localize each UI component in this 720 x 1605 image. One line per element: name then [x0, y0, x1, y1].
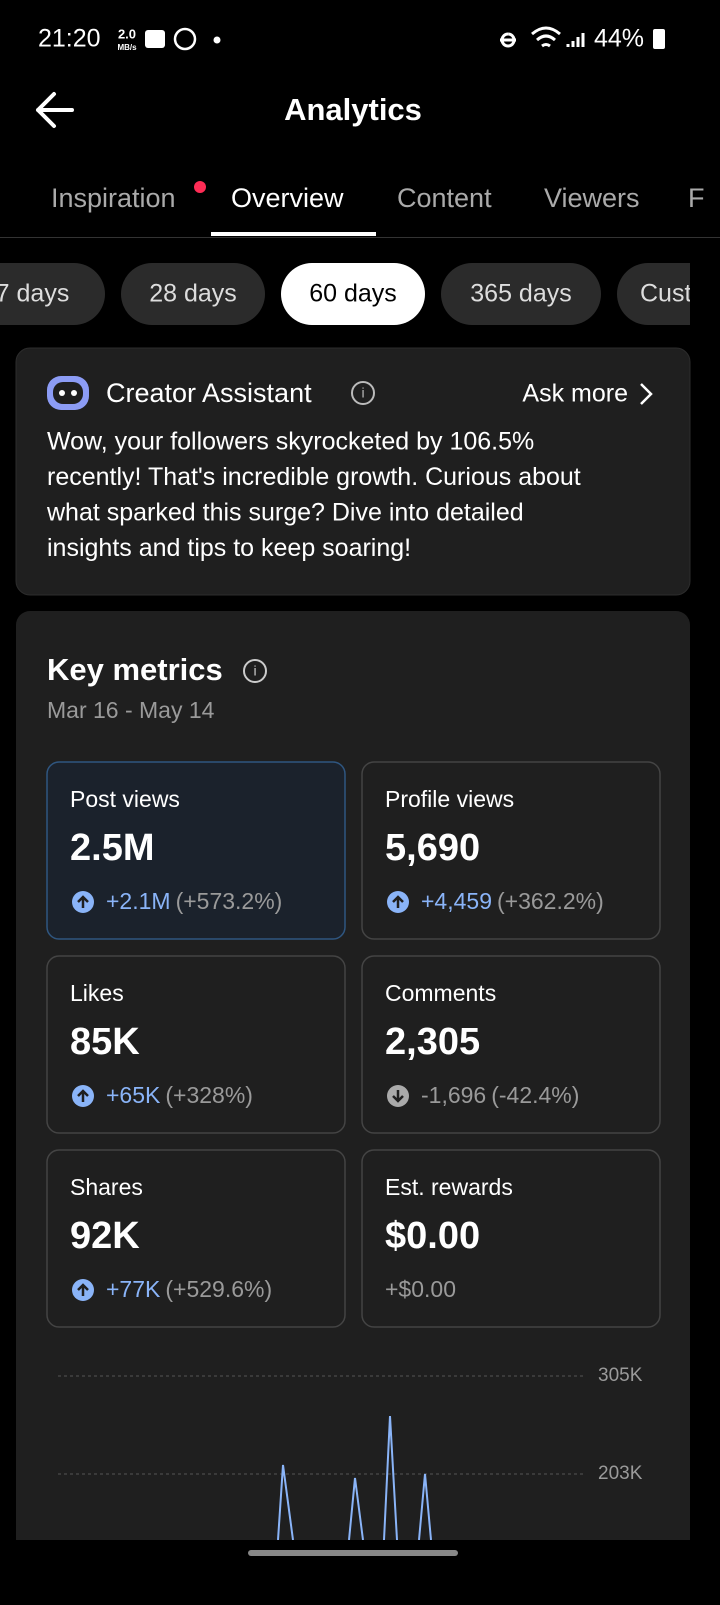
ask-more[interactable]: Ask more	[522, 380, 628, 408]
metric-label: Profile views	[385, 786, 514, 812]
assistant-eye	[59, 390, 65, 396]
metric-value: 85K	[70, 1021, 140, 1063]
metric-change: +65K	[106, 1082, 161, 1108]
metric-card[interactable]	[361, 1149, 661, 1328]
metric-change-pct: (+362.2%)	[497, 888, 604, 914]
y-tick-label: 305K	[598, 1365, 643, 1386]
assistant-card	[15, 347, 691, 596]
signal-icon	[566, 33, 585, 47]
range-pill[interactable]	[121, 263, 265, 325]
tab[interactable]: Viewers	[544, 183, 640, 213]
metric-label: Post views	[70, 786, 180, 812]
range-pill[interactable]	[0, 263, 105, 325]
time: 21:20	[38, 25, 101, 53]
metrics-period: Mar 16 - May 14	[47, 697, 215, 723]
metric-change: +77K	[106, 1276, 161, 1302]
home-indicator[interactable]	[248, 1550, 458, 1556]
assistant-icon-face	[53, 382, 83, 404]
metric-change-pct: (+529.6%)	[165, 1276, 272, 1302]
metric-change: -1,696	[421, 1082, 486, 1108]
range-pill[interactable]	[617, 263, 720, 325]
notification-dot	[194, 181, 206, 193]
assistant-title: Creator Assistant	[106, 378, 312, 408]
chart-spikes	[277, 1415, 432, 1541]
assistant-text: recently! That's incredible growth. Curi…	[47, 463, 581, 491]
page-title: Analytics	[284, 92, 422, 127]
range-pill[interactable]	[281, 263, 425, 325]
trend-arrow	[77, 1089, 89, 1102]
battery-icon	[653, 29, 665, 49]
metric-value: 5,690	[385, 827, 480, 869]
metric-card[interactable]	[46, 955, 346, 1134]
range-label[interactable]: Custom	[640, 280, 720, 308]
metric-label: Likes	[70, 980, 124, 1006]
key-icon	[500, 32, 516, 48]
speed: 2.0	[118, 26, 136, 41]
assistant-eye	[71, 390, 77, 396]
tab-indicator	[211, 232, 376, 236]
metric-change-pct: (-42.4%)	[491, 1082, 579, 1108]
range-pill[interactable]	[441, 263, 601, 325]
nav-bar	[0, 1540, 720, 1600]
whatsapp-icon	[173, 27, 197, 51]
range-label[interactable]: 365 days	[470, 280, 571, 308]
metric-value: 2,305	[385, 1021, 480, 1063]
tab[interactable]: F	[688, 183, 705, 213]
gallery-icon	[145, 30, 165, 48]
back-button[interactable]	[36, 92, 74, 128]
assistant-text: Wow, your followers skyrocketed by 106.5…	[47, 428, 534, 456]
speed-unit: MB/s	[117, 43, 137, 52]
info-glyph: i	[253, 663, 256, 679]
metric-card[interactable]	[361, 955, 661, 1134]
range-label[interactable]: 7 days	[0, 280, 69, 308]
y-tick-label: 203K	[598, 1463, 643, 1484]
metric-card[interactable]	[46, 1149, 346, 1328]
metric-label: Est. rewards	[385, 1174, 513, 1200]
info-icon[interactable]	[243, 659, 267, 683]
metric-card[interactable]	[361, 761, 661, 940]
trend-arrow	[392, 895, 404, 908]
metric-change-pct: (+573.2%)	[176, 888, 283, 914]
metric-value: $0.00	[385, 1215, 480, 1257]
metric-change-pct: (+328%)	[165, 1082, 253, 1108]
tab[interactable]: Inspiration	[51, 183, 176, 213]
divider	[0, 237, 720, 238]
metric-change: +4,459	[421, 888, 492, 914]
metric-label: Shares	[70, 1174, 143, 1200]
tab[interactable]: Content	[397, 183, 492, 213]
tab[interactable]: Overview	[231, 183, 344, 213]
assistant-text: insights and tips to keep soaring!	[47, 534, 411, 562]
metric-card[interactable]	[46, 761, 346, 940]
chevron	[640, 383, 653, 405]
metric-label: Comments	[385, 980, 496, 1006]
range-label[interactable]: 28 days	[149, 280, 237, 308]
info-icon[interactable]	[351, 381, 375, 405]
wifi-icon	[531, 26, 561, 48]
dot-icon	[213, 36, 221, 44]
range-label[interactable]: 60 days	[309, 280, 397, 308]
trend-arrow	[77, 895, 89, 908]
metric-value: 2.5M	[70, 827, 154, 869]
trend-arrow	[392, 1090, 404, 1103]
assistant-text: what sparked this surge? Dive into detai…	[46, 499, 524, 527]
info-glyph: i	[361, 385, 364, 401]
metric-value: 92K	[70, 1215, 140, 1257]
metric-change: +$0.00	[385, 1276, 456, 1302]
metric-change: +2.1M	[106, 888, 171, 914]
metrics-title: Key metrics	[47, 652, 223, 687]
battery-level: 44%	[594, 25, 644, 53]
trend-arrow	[77, 1283, 89, 1296]
